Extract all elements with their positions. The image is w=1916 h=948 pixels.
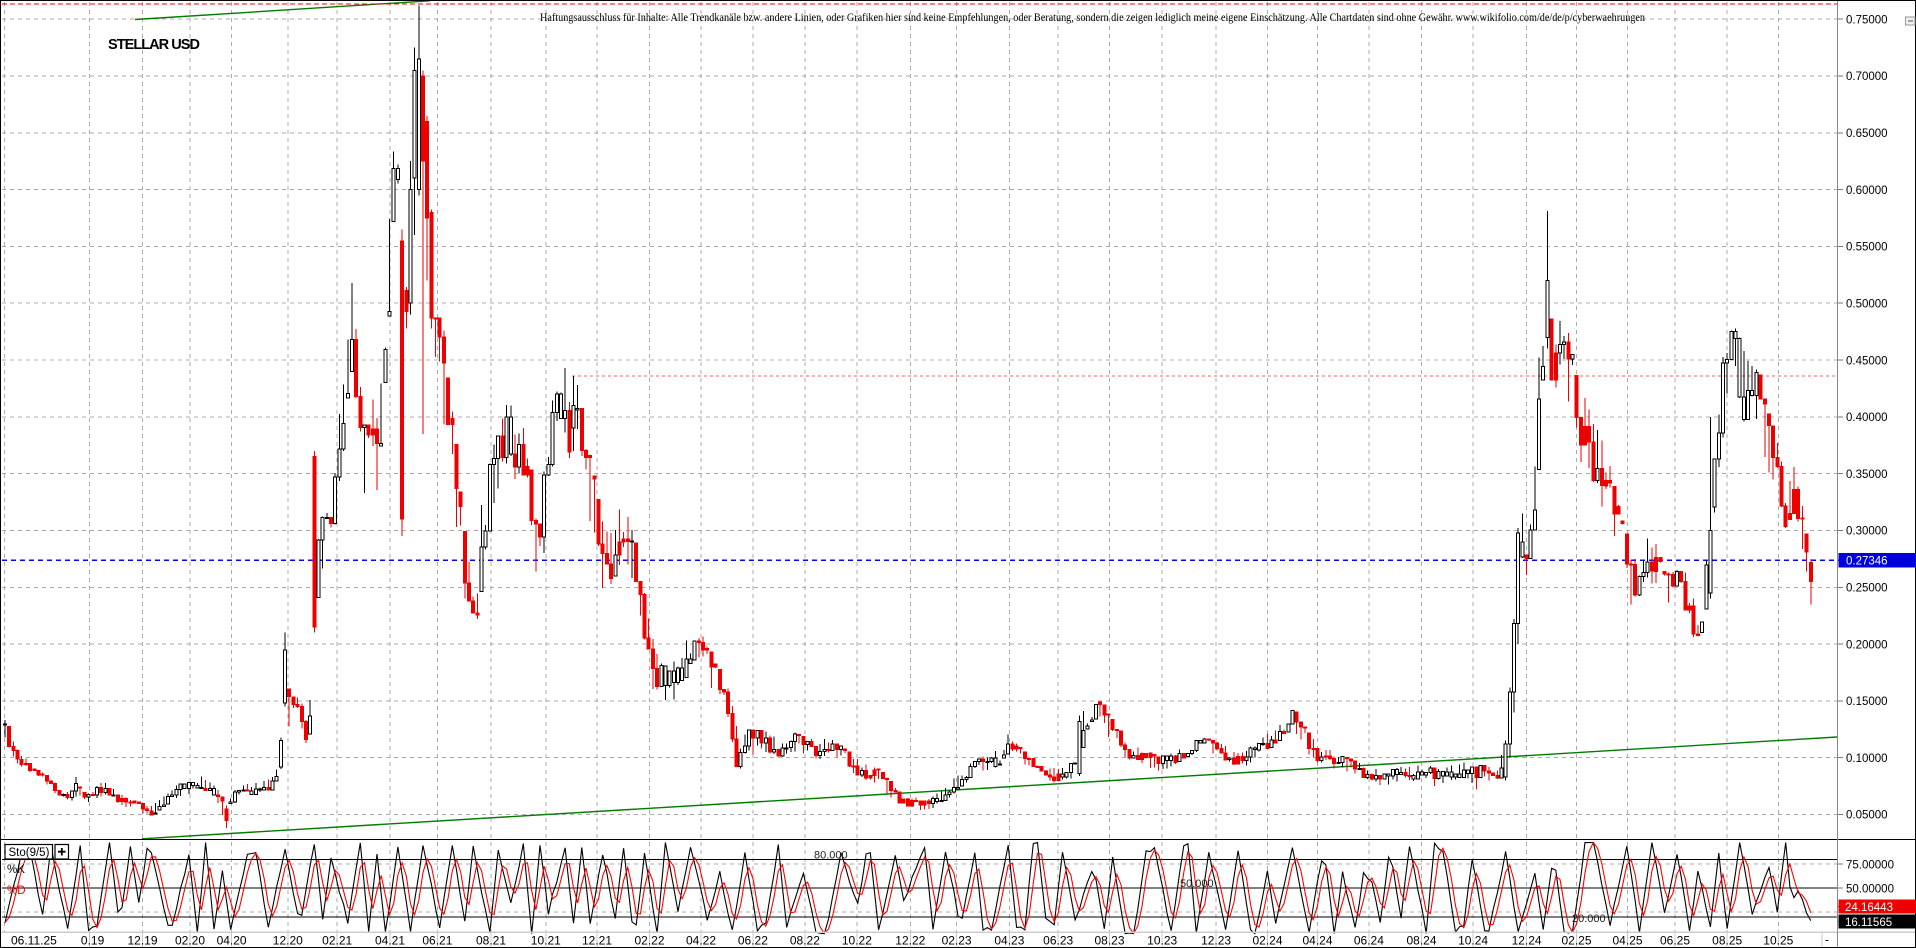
svg-text:06.24: 06.24 [1354,934,1384,948]
svg-text:0.50000: 0.50000 [1846,298,1888,310]
svg-text:08.21: 08.21 [476,934,506,948]
svg-text:06.25: 06.25 [1660,934,1690,948]
svg-text:0.30000: 0.30000 [1846,526,1888,538]
svg-text:06.11.25: 06.11.25 [11,934,57,948]
svg-text:06.23: 06.23 [1043,934,1073,948]
svg-text:12.21: 12.21 [582,934,612,948]
svg-text:10.25: 10.25 [1763,934,1793,948]
svg-text:75.00000: 75.00000 [1846,859,1894,871]
svg-text:0.40000: 0.40000 [1846,412,1888,424]
svg-text:10.21: 10.21 [531,934,561,948]
svg-text:12.23: 12.23 [1201,934,1231,948]
svg-text:02.21: 02.21 [322,934,352,948]
svg-text:0.10000: 0.10000 [1846,753,1888,765]
svg-text:STELLAR USD: STELLAR USD [108,37,200,53]
svg-text:24.16443: 24.16443 [1845,902,1893,914]
svg-text:0.45000: 0.45000 [1846,355,1888,367]
svg-text:0.70000: 0.70000 [1846,71,1888,83]
svg-text:0.25000: 0.25000 [1846,583,1888,595]
svg-text:12.19: 12.19 [127,934,157,948]
svg-text:04.25: 04.25 [1612,934,1642,948]
svg-text:08.22: 08.22 [790,934,820,948]
svg-text:20.000: 20.000 [1572,913,1606,925]
svg-text:0.55000: 0.55000 [1846,242,1888,254]
svg-text:Haftungsausschluss für Inhalte: Haftungsausschluss für Inhalte: Alle Tre… [540,10,1645,24]
svg-text:04.22: 04.22 [686,934,716,948]
svg-text:%K: %K [7,864,25,876]
svg-text:0.27346: 0.27346 [1846,556,1888,568]
svg-text:02.25: 02.25 [1561,934,1591,948]
svg-text:0.15000: 0.15000 [1846,696,1888,708]
svg-text:Sto(9/5): Sto(9/5) [9,847,50,859]
svg-text:04.23: 04.23 [994,934,1024,948]
svg-text:16.11565: 16.11565 [1845,917,1892,929]
svg-text:50.00000: 50.00000 [1846,883,1894,895]
svg-text:0.19: 0.19 [81,934,105,948]
svg-text:%D: %D [7,885,26,897]
svg-text:0.35000: 0.35000 [1846,469,1888,481]
svg-text:04.21: 04.21 [375,934,405,948]
svg-text:50.000: 50.000 [1180,878,1214,890]
svg-text:02.20: 02.20 [175,934,205,948]
svg-text:08.23: 08.23 [1094,934,1124,948]
svg-text:0.05000: 0.05000 [1846,810,1888,822]
svg-text:08.25: 08.25 [1712,934,1742,948]
svg-text:80.000: 80.000 [814,849,848,861]
svg-text:0.60000: 0.60000 [1846,185,1888,197]
svg-text:0.65000: 0.65000 [1846,128,1888,140]
svg-text:10.22: 10.22 [842,934,872,948]
svg-text:10.23: 10.23 [1147,934,1177,948]
svg-text:12.20: 12.20 [273,934,303,948]
svg-text:12.22: 12.22 [895,934,925,948]
svg-text:02.22: 02.22 [634,934,664,948]
svg-text:12.24: 12.24 [1512,934,1542,948]
svg-text:04.20: 04.20 [217,934,247,948]
svg-text:06.22: 06.22 [738,934,768,948]
svg-text:08.24: 08.24 [1406,934,1436,948]
svg-text:10.24: 10.24 [1458,934,1488,948]
svg-text:0.20000: 0.20000 [1846,639,1888,651]
svg-text:06.21: 06.21 [422,934,452,948]
svg-text:02.24: 02.24 [1252,934,1282,948]
svg-text:04.24: 04.24 [1302,934,1332,948]
svg-text:-: - [1825,933,1829,947]
svg-text:0.75000: 0.75000 [1846,14,1888,26]
svg-text:02.23: 02.23 [942,934,972,948]
